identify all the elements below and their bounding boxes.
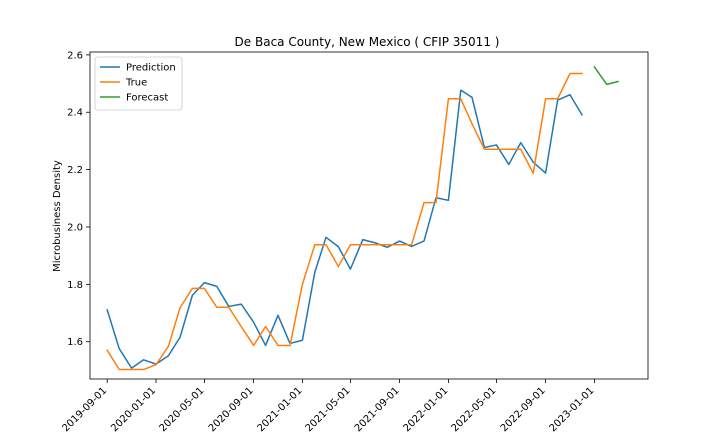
x-tick-label: 2020-09-01	[207, 385, 256, 432]
x-axis: 2019-09-01 2020-01-01 2020-05-01 2020-09-01…	[60, 379, 597, 432]
x-tick-label: 2022-09-01	[499, 385, 548, 432]
y-tick-label: 2.2	[67, 165, 83, 176]
x-tick-label: 2022-05-01	[450, 385, 499, 432]
chart-title: De Baca County, New Mexico ( CFIP 35011 …	[235, 35, 500, 49]
y-axis-label: Microbusiness Density	[52, 160, 63, 272]
legend-label-forecast: Forecast	[126, 93, 168, 104]
legend-label-true: True	[125, 78, 147, 89]
x-tick-label: 2021-09-01	[353, 385, 402, 432]
legend: Prediction True Forecast	[94, 56, 183, 111]
series-layer	[106, 65, 619, 371]
series-line-forecast	[593, 65, 619, 86]
series-line-true	[106, 72, 583, 371]
y-tick-label: 1.6	[67, 337, 83, 348]
plot-area	[89, 51, 649, 380]
x-tick-label: 2021-05-01	[304, 385, 353, 432]
x-tick-label: 2020-01-01	[109, 385, 158, 432]
y-tick-label: 2.4	[67, 108, 83, 119]
x-tick-label: 2022-01-01	[402, 385, 451, 432]
x-tick-label: 2020-05-01	[158, 385, 207, 432]
series-line-prediction	[106, 89, 584, 369]
x-tick-label: 2021-01-01	[256, 385, 305, 432]
x-tick-label: 2023-01-01	[548, 385, 597, 432]
x-tick-label: 2019-09-01	[60, 385, 109, 432]
legend-label-prediction: Prediction	[126, 63, 176, 74]
plot-frame	[89, 51, 649, 380]
y-tick-label: 2.6	[67, 50, 83, 61]
y-tick-label: 1.8	[67, 280, 83, 291]
y-axis: 1.6 1.8 2.0 2.2 2.4 2.6	[67, 50, 90, 348]
y-tick-label: 2.0	[67, 222, 83, 233]
